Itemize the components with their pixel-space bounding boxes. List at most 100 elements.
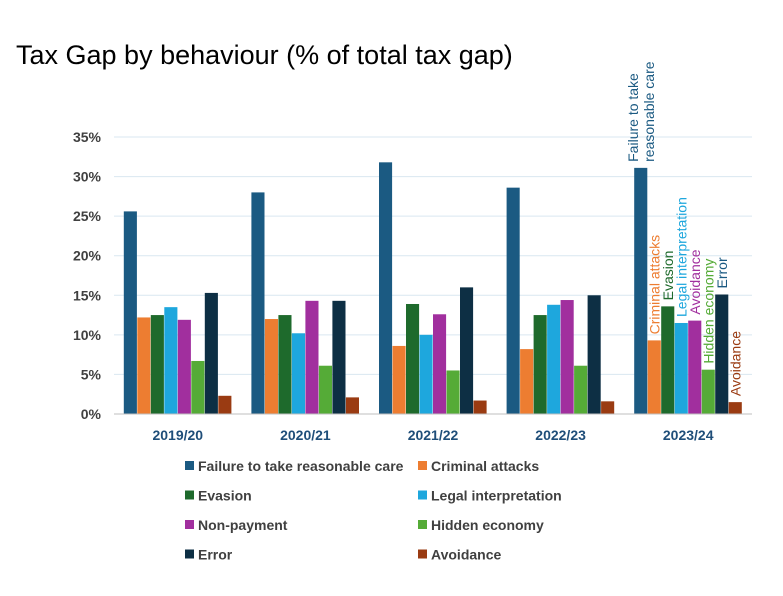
bar-non-payment-2021-22 — [433, 314, 447, 414]
annotation-failure-to-take-reasonable-care: Failure to take reasonable care — [625, 61, 657, 162]
legend-item-non-payment: Non-payment — [185, 517, 288, 533]
bar-legal-interpretation-2020-21 — [291, 333, 305, 414]
legend-swatch — [418, 461, 427, 470]
bar-legal-interpretation-2021-22 — [419, 334, 433, 414]
legend-item-hidden-economy: Hidden economy — [418, 517, 544, 533]
annotation-hidden-economy: Hidden economy — [700, 259, 716, 364]
bar-non-payment-2022-23 — [560, 300, 574, 414]
bar-error-2023-24 — [715, 294, 729, 414]
annotation-line: Avoidance — [727, 331, 743, 396]
y-tick-label: 0% — [81, 406, 102, 422]
annotation-line: Criminal attacks — [646, 235, 662, 335]
bar-error-2022-23 — [587, 295, 601, 414]
legend-item-evasion: Evasion — [185, 488, 252, 504]
bar-evasion-2019-20 — [150, 315, 164, 414]
bar-criminal-attacks-2023-24 — [647, 340, 661, 414]
bars — [123, 162, 742, 414]
legend-item-criminal-attacks: Criminal attacks — [418, 458, 539, 474]
bar-failure-to-take-reasonable-care-2021-22 — [379, 162, 393, 414]
y-tick-label: 15% — [73, 287, 102, 303]
bar-avoidance-2019-20 — [218, 395, 232, 414]
x-axis-ticks: 2019/20 2020/21 2021/22 2022/23 2023/24 — [152, 427, 713, 443]
legend-item-failure-to-take-reasonable-care: Failure to take reasonable care — [185, 458, 404, 474]
legend-label: Legal interpretation — [431, 488, 562, 504]
annotation-avoidance: Avoidance — [687, 249, 703, 314]
bar-criminal-attacks-2020-21 — [264, 319, 278, 414]
x-tick-label: 2019/20 — [152, 427, 203, 443]
legend-item-error: Error — [185, 547, 233, 563]
annotation-evasion: Evasion — [660, 251, 676, 301]
y-axis-ticks: 0% 5% 10% 15% 20% 25% 30% 35% — [73, 129, 102, 422]
bar-hidden-economy-2019-20 — [191, 360, 205, 414]
legend-swatch — [185, 520, 194, 529]
annotation-legal-interpretation: Legal interpretation — [673, 197, 689, 317]
annotation-line: Avoidance — [687, 249, 703, 314]
bar-non-payment-2019-20 — [177, 319, 191, 414]
legend-label: Failure to take reasonable care — [198, 458, 404, 474]
y-tick-label: 20% — [73, 248, 102, 264]
legend-item-avoidance: Avoidance — [418, 547, 501, 563]
legend-swatch — [418, 520, 427, 529]
gridlines — [114, 136, 752, 375]
bar-failure-to-take-reasonable-care-2022-23 — [506, 187, 520, 414]
x-tick-label: 2021/22 — [408, 427, 459, 443]
y-tick-label: 30% — [73, 169, 102, 185]
bar-hidden-economy-2020-21 — [318, 365, 332, 414]
bar-avoidance-2021-22 — [473, 400, 487, 414]
legend-swatch — [185, 461, 194, 470]
annotation-error: Error — [714, 257, 730, 288]
legend-swatch — [185, 549, 194, 559]
legend-swatch — [185, 490, 194, 500]
legend-item-legal-interpretation: Legal interpretation — [418, 488, 562, 504]
bar-failure-to-take-reasonable-care-2020-21 — [251, 192, 265, 414]
annotation-line: Error — [714, 257, 730, 288]
bar-criminal-attacks-2021-22 — [392, 345, 406, 414]
y-tick-label: 25% — [73, 208, 102, 224]
legend-swatch — [418, 549, 427, 559]
legend-label: Non-payment — [198, 517, 288, 533]
bar-avoidance-2022-23 — [601, 401, 615, 414]
y-tick-label: 35% — [73, 129, 102, 145]
bar-criminal-attacks-2019-20 — [137, 317, 151, 414]
chart-title: Tax Gap by behaviour (% of total tax gap… — [16, 40, 513, 70]
bar-criminal-attacks-2022-23 — [520, 349, 534, 414]
annotation-criminal-attacks: Criminal attacks — [646, 235, 662, 335]
bar-non-payment-2023-24 — [688, 320, 702, 414]
bar-non-payment-2020-21 — [305, 300, 319, 414]
x-tick-label: 2022/23 — [535, 427, 586, 443]
bar-hidden-economy-2022-23 — [574, 365, 588, 414]
bar-legal-interpretation-2023-24 — [674, 322, 688, 414]
annotation-line: Evasion — [660, 251, 676, 301]
y-tick-label: 10% — [73, 327, 102, 343]
bar-evasion-2022-23 — [533, 315, 547, 414]
bar-evasion-2023-24 — [661, 306, 675, 414]
annotation-line: reasonable care — [641, 61, 657, 162]
bar-evasion-2020-21 — [278, 315, 292, 414]
bar-error-2019-20 — [204, 292, 218, 414]
legend-label: Avoidance — [431, 547, 501, 563]
annotation-avoidance: Avoidance — [727, 331, 743, 396]
bar-avoidance-2020-21 — [345, 397, 359, 414]
bar-evasion-2021-22 — [406, 303, 420, 414]
x-tick-label: 2023/24 — [663, 427, 714, 443]
y-tick-label: 5% — [81, 366, 102, 382]
bar-error-2020-21 — [332, 300, 346, 414]
annotation-line: Failure to take — [625, 73, 641, 162]
annotation-line: Legal interpretation — [673, 197, 689, 317]
x-tick-label: 2020/21 — [280, 427, 331, 443]
bar-error-2021-22 — [460, 287, 474, 414]
bar-avoidance-2023-24 — [728, 402, 742, 414]
bar-failure-to-take-reasonable-care-2023-24 — [634, 167, 648, 414]
bar-hidden-economy-2023-24 — [701, 369, 715, 414]
bar-legal-interpretation-2019-20 — [164, 307, 178, 414]
annotation-line: Hidden economy — [700, 259, 716, 364]
bar-failure-to-take-reasonable-care-2019-20 — [123, 211, 137, 414]
legend-label: Error — [198, 547, 233, 563]
legend-label: Hidden economy — [431, 517, 544, 533]
legend-label: Criminal attacks — [431, 458, 539, 474]
bar-legal-interpretation-2022-23 — [547, 304, 561, 414]
legend-swatch — [418, 490, 427, 500]
annotations: Failure to take reasonable care Criminal a… — [625, 61, 744, 396]
bar-hidden-economy-2021-22 — [446, 370, 460, 414]
